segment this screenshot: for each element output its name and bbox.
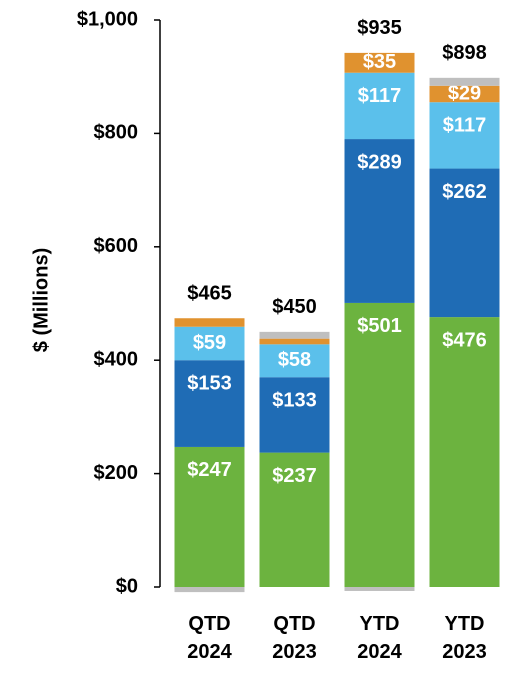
bar-segment [259, 452, 330, 587]
data-label: $59 [193, 332, 226, 354]
y-tick-label: $0 [116, 575, 138, 597]
data-label: $29 [448, 82, 481, 104]
bar-segment [259, 338, 330, 345]
total-label: $450 [272, 296, 317, 318]
total-label: $935 [357, 17, 402, 39]
bar-segment [259, 344, 330, 378]
y-axis-label: $ (Millions) [30, 248, 52, 352]
data-label: $58 [278, 349, 311, 371]
bar-segment [344, 139, 415, 303]
data-label: $117 [443, 114, 486, 136]
bar-segment [174, 587, 245, 593]
total-label: $465 [187, 283, 232, 305]
bar-segment [174, 360, 245, 447]
y-tick-label: $1,000 [77, 8, 138, 30]
bar-segment [429, 85, 500, 103]
data-label: $262 [442, 181, 487, 203]
bar-segment [174, 326, 245, 361]
x-tick-label: YTD 2024 [357, 613, 402, 663]
bar-segment [174, 446, 245, 587]
bar-segment [259, 377, 330, 453]
data-label: $117 [358, 85, 401, 107]
x-tick-label: YTD 2023 [442, 613, 487, 663]
data-label: $476 [442, 329, 487, 351]
bar-segment [344, 587, 415, 591]
x-tick-label: QTD 2024 [187, 613, 232, 663]
data-label: $247 [187, 459, 232, 481]
bar-segment [259, 331, 330, 339]
x-tick-label: QTD 2023 [272, 613, 317, 663]
bar-segment [429, 168, 500, 318]
bar-segment [429, 102, 500, 169]
bar-segment [429, 77, 500, 86]
y-tick-label: $200 [94, 462, 139, 484]
bar-segment [429, 317, 500, 587]
bar-segment [344, 52, 415, 73]
y-tick-label: $800 [94, 122, 139, 144]
data-label: $153 [187, 372, 232, 394]
bar-segment [344, 302, 415, 587]
data-label: $237 [272, 465, 317, 487]
y-tick-label: $400 [94, 348, 139, 370]
data-label: $289 [357, 151, 402, 173]
y-tick-label: $600 [94, 235, 139, 257]
data-label: $501 [357, 315, 402, 337]
data-label: $35 [363, 51, 396, 73]
bar-segment [174, 318, 245, 327]
bar-segment [344, 72, 415, 140]
data-label: $133 [272, 389, 317, 411]
total-label: $898 [442, 42, 487, 64]
